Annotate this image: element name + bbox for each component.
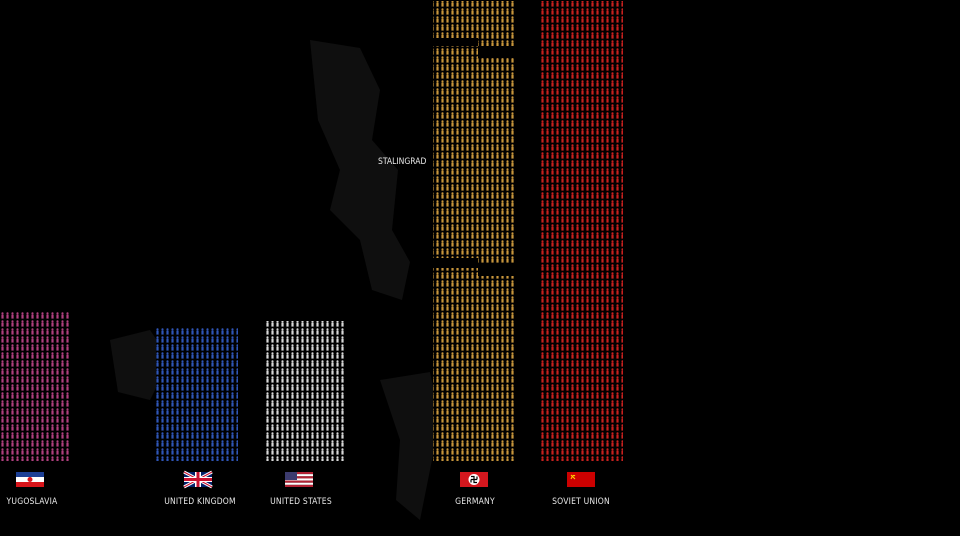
germany-bar-gap (433, 38, 478, 46)
bar-germany (433, 1, 516, 461)
germany-bar-gap (478, 46, 516, 58)
category-label-united-kingdom: UNITED KINGDOM (164, 497, 236, 507)
bar-yugoslavia (0, 311, 69, 461)
bar-united-states (264, 321, 346, 461)
stalingrad-annotation: STALINGRAD (378, 157, 427, 167)
category-label-yugoslavia: YUGOSLAVIA (6, 497, 58, 507)
us-flag-icon (285, 472, 313, 487)
bar-soviet-union (540, 1, 623, 461)
yugoslavia-flag-icon (16, 472, 44, 487)
germany-bar-gap (478, 264, 516, 276)
bar-united-kingdom (156, 327, 238, 461)
category-label-germany: GERMANY (455, 497, 495, 507)
germany-bar-gap (433, 258, 478, 268)
union-jack-flag-icon (183, 470, 213, 489)
background-map (110, 40, 440, 520)
category-label-soviet-union: SOVIET UNION (552, 497, 610, 507)
soviet-flag-icon (567, 472, 595, 487)
category-label-united-states: UNITED STATES (270, 497, 332, 507)
bars-group (0, 1, 623, 461)
bar-gaps-group (433, 38, 516, 276)
swastika-flag-icon (460, 472, 488, 487)
flags-group (16, 470, 595, 489)
